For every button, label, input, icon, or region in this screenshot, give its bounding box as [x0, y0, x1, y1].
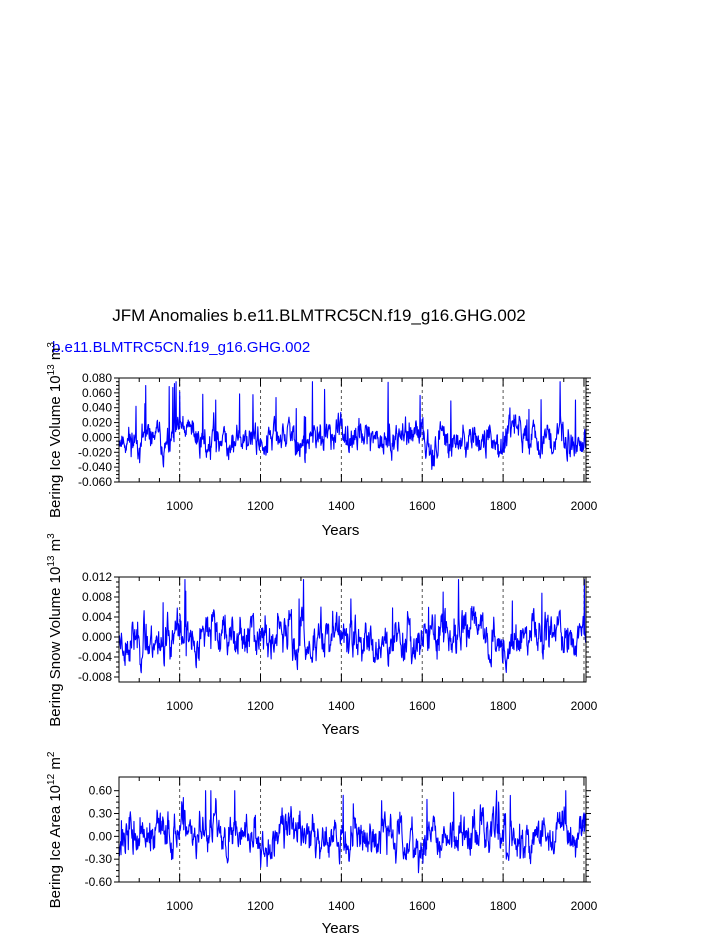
x-tick-label-1800: 1800 — [490, 899, 517, 913]
y-tick-label: 0.30 — [89, 807, 113, 821]
x-tick-label-1200: 1200 — [247, 499, 274, 513]
x-tick-label-2000: 2000 — [571, 699, 598, 713]
x-tick-label-1200: 1200 — [247, 699, 274, 713]
plot-frame — [118, 377, 587, 483]
y-tick-label: -0.30 — [85, 852, 113, 866]
y-tick-label: -0.004 — [78, 650, 112, 664]
x-tick-label-1600: 1600 — [409, 899, 436, 913]
y-tick-label: -0.60 — [85, 875, 113, 889]
series-line — [118, 578, 587, 674]
series-line — [118, 381, 587, 470]
figure-title: JFM Anomalies b.e11.BLMTRC5CN.f19_g16.GH… — [112, 306, 526, 325]
x-tick-label-1800: 1800 — [490, 499, 517, 513]
y-tick-label: -0.008 — [78, 670, 112, 684]
y-tick-label: 0.000 — [82, 430, 112, 444]
y-tick-label: 0.00 — [89, 829, 113, 843]
y-tick-label: 0.012 — [82, 570, 112, 584]
y-tick-label: -0.060 — [78, 475, 112, 489]
x-tick-label-2000: 2000 — [571, 499, 598, 513]
figure-subtitle: b.e11.BLMTRC5CN.f19_g16.GHG.002 — [52, 339, 310, 356]
plot-frame — [118, 776, 587, 883]
y-axis-title: Bering Ice Volume 1013 m3 — [46, 342, 64, 518]
x-tick-label-1200: 1200 — [247, 899, 274, 913]
y-tick-label: 0.004 — [82, 610, 112, 624]
x-axis-title: Years — [322, 721, 360, 738]
y-tick-label: -0.040 — [78, 460, 112, 474]
plot-frame — [118, 576, 587, 683]
y-axis-title: Bering Snow Volume 1013 m3 — [46, 533, 64, 727]
x-tick-label-1600: 1600 — [409, 499, 436, 513]
x-tick-label-1400: 1400 — [328, 899, 355, 913]
x-tick-label-1000: 1000 — [166, 899, 193, 913]
series-line — [118, 790, 587, 874]
panel-ice-volume: 1000 1200 1400 1600 1800 2000 -0.060-0.040-0.0… — [46, 342, 598, 539]
panel-ice-area: 1000 1200 1400 1600 1800 2000 -0.60 -0.30 0.00 0.… — [46, 751, 598, 935]
y-tick-label: -0.020 — [78, 445, 112, 459]
x-tick-label-1000: 1000 — [166, 499, 193, 513]
y-tick-label: 0.000 — [82, 630, 112, 644]
x-tick-label-1000: 1000 — [166, 699, 193, 713]
x-axis-title: Years — [322, 522, 360, 539]
panel-snow-volume: 1000 1200 1400 1600 1800 2000 -0.008 -0.004 0.00… — [46, 533, 598, 738]
y-tick-label: 0.008 — [82, 590, 112, 604]
y-tick-label: 0.060 — [82, 386, 112, 400]
x-axis-title: Years — [322, 920, 360, 935]
y-tick-label: 0.040 — [82, 401, 112, 415]
y-tick-label: 0.020 — [82, 416, 112, 430]
y-axis-title: Bering Ice Area 1012 m2 — [46, 751, 64, 908]
y-tick-label: 0.60 — [89, 784, 113, 798]
x-tick-label-2000: 2000 — [571, 899, 598, 913]
x-tick-label-1400: 1400 — [328, 699, 355, 713]
x-tick-label-1600: 1600 — [409, 699, 436, 713]
x-tick-label-1400: 1400 — [328, 499, 355, 513]
y-tick-label: 0.080 — [82, 371, 112, 385]
x-tick-label-1800: 1800 — [490, 699, 517, 713]
